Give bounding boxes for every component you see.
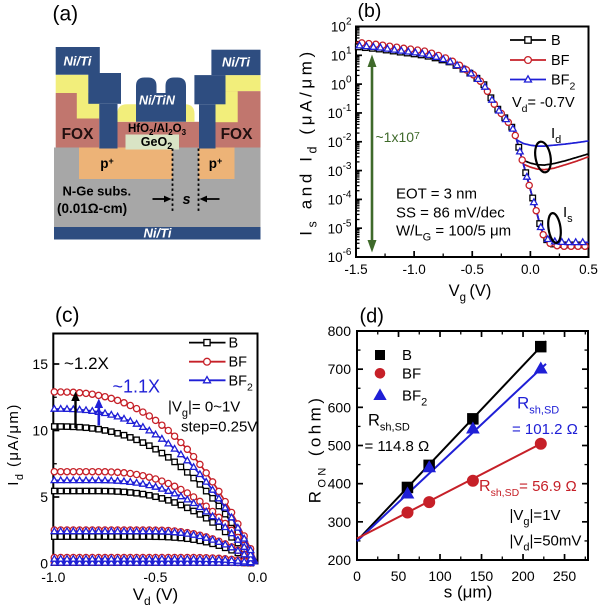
svg-text:(a): (a) [53,3,79,26]
svg-text:-1.5: -1.5 [344,262,367,277]
svg-text:(b): (b) [358,0,382,22]
svg-text:700: 700 [328,361,352,377]
svg-text:(c): (c) [55,304,80,327]
svg-text:Is and Id (μA/μm): Is and Id (μA/μm) [297,48,320,236]
svg-text:B: B [229,335,239,351]
svg-text:-1.0: -1.0 [41,569,65,585]
svg-text:Ni/Ti: Ni/Ti [144,226,172,241]
svg-text:500: 500 [328,438,352,454]
svg-text:10: 10 [32,423,48,439]
svg-text:BF: BF [551,53,570,69]
svg-text:step=0.25V: step=0.25V [181,418,257,435]
svg-text:|Vg|=1V: |Vg|=1V [510,507,561,528]
svg-text:s (μm): s (μm) [444,583,493,602]
svg-text:BF2: BF2 [229,373,254,393]
svg-text:0: 0 [353,568,361,584]
svg-text:15: 15 [32,356,48,372]
svg-text:= 114.8 Ω: = 114.8 Ω [365,438,430,455]
svg-text:600: 600 [328,399,352,415]
svg-text:= 101.2 Ω: = 101.2 Ω [512,421,578,438]
svg-text:-1.0: -1.0 [402,262,425,277]
svg-text:200: 200 [328,552,352,568]
svg-text:(d): (d) [360,306,384,328]
svg-text:5: 5 [40,489,48,505]
svg-text:Id: Id [551,125,561,146]
svg-text:Ni/Ti: Ni/Ti [222,55,250,70]
svg-text:SS = 86 mV/dec: SS = 86 mV/dec [396,204,505,221]
svg-text:150: 150 [470,568,494,584]
svg-text:800: 800 [328,323,352,339]
svg-text:~1x107: ~1x107 [376,129,421,145]
svg-text:300: 300 [328,514,352,530]
svg-text:50: 50 [391,568,407,584]
svg-text:Vd= -0.7V: Vd= -0.7V [512,95,575,115]
svg-text:FOX: FOX [221,126,254,143]
svg-text:HfO2/Al2O3: HfO2/Al2O3 [128,123,187,137]
svg-text:s: s [182,192,190,208]
svg-text:GeO2: GeO2 [141,135,172,151]
svg-text:B: B [551,33,561,49]
svg-text:0.0: 0.0 [521,262,540,277]
svg-text:100: 100 [428,568,452,584]
svg-text:Id (μA/μm): Id (μA/μm) [5,403,26,485]
svg-text:Vg (V): Vg (V) [449,282,492,304]
svg-text:~1.1X: ~1.1X [113,377,161,397]
svg-text:0.5: 0.5 [579,262,598,277]
svg-text:B: B [402,347,412,364]
svg-text:-0.5: -0.5 [143,569,167,585]
svg-text:BF: BF [229,355,248,371]
svg-text:(0.01Ω-cm): (0.01Ω-cm) [57,201,127,216]
svg-text:BF: BF [402,366,421,383]
svg-text:0: 0 [40,556,48,572]
svg-text:Ni/TiN: Ni/TiN [139,94,176,108]
svg-text:Ni/Ti: Ni/Ti [64,54,92,69]
svg-text:BF2: BF2 [402,388,427,409]
svg-text:N-Ge subs.: N-Ge subs. [63,184,132,199]
svg-text:250: 250 [553,568,577,584]
svg-text:BF2: BF2 [551,73,576,93]
svg-text:Is: Is [563,204,573,225]
svg-text:-0.5: -0.5 [461,262,484,277]
svg-text:FOX: FOX [62,126,95,143]
svg-text:200: 200 [511,568,535,584]
svg-text:EOT = 3 nm: EOT = 3 nm [396,186,477,203]
svg-text:0.0: 0.0 [248,569,268,585]
svg-text:400: 400 [328,476,352,492]
svg-text:~1.2X: ~1.2X [64,354,109,373]
svg-text:Vd (V): Vd (V) [133,585,178,608]
